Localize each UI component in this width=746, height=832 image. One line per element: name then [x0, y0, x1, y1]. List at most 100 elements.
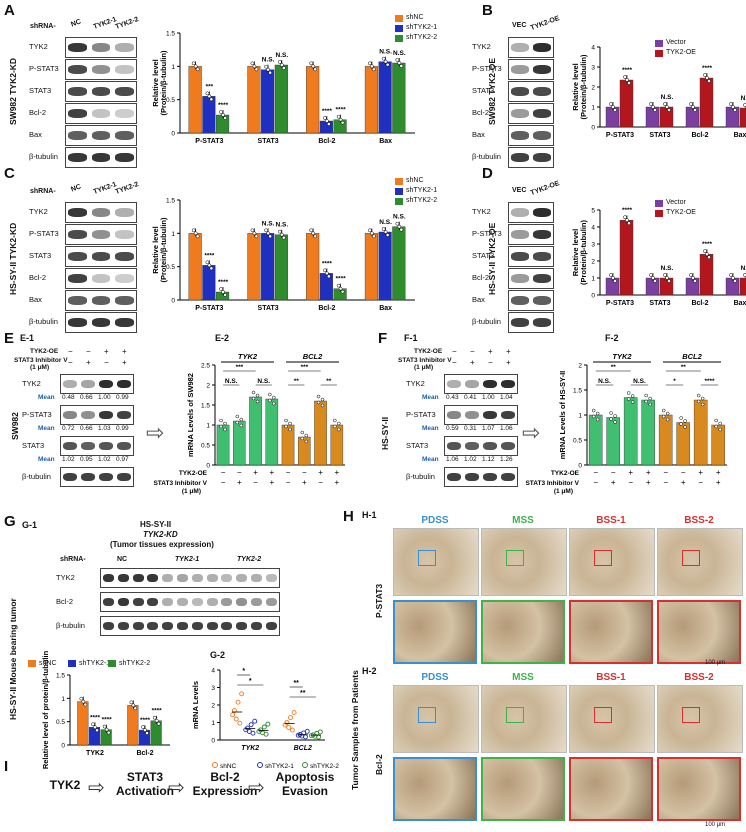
chart-b-dot [705, 76, 709, 80]
chart-d-xtick: Bax [734, 300, 746, 307]
h2-marker: Bcl-2 [374, 754, 384, 775]
chart-a-sig: **** [218, 102, 229, 109]
chart-c-ylabel2: (Protein/β-tubulin) [159, 217, 168, 282]
chart-a-dot [254, 67, 259, 72]
chart-g2-dot [289, 727, 295, 733]
i-step-3: Apoptosis Evasion [270, 770, 340, 798]
chart-f2-bar [676, 422, 690, 466]
blot-c-label-1: P-STAT3 [29, 229, 59, 238]
blot-f-treat2-conc: (1 μM) [414, 364, 434, 371]
chart-e2-sign2: − [286, 478, 291, 487]
g-title2: TYK2-KD [143, 530, 178, 539]
i-arrow-1: ⇨ [168, 777, 185, 799]
legend-b-label-0: Vector [666, 39, 686, 46]
chart-a-sig: **** [336, 107, 347, 114]
chart-f2-sign2: + [611, 478, 616, 487]
chart-g1-dot [93, 725, 97, 730]
chart-e2-sign2: − [253, 478, 258, 487]
blot-a-band [91, 87, 111, 96]
blot-b-band [533, 87, 551, 96]
chart-e2-dot [251, 396, 256, 401]
h2-roi-0 [418, 707, 436, 723]
blot-b-row-0 [508, 37, 554, 58]
chart-a-bar [392, 62, 406, 134]
chart-g2-legend-marker [257, 762, 263, 768]
legend-d-label-0: Vector [666, 199, 686, 206]
chart-f2-group-label: BCL2 [682, 352, 702, 361]
blot-f-band [501, 442, 515, 450]
blot-a-row-2 [65, 81, 137, 102]
blot-e-sign2-3: + [122, 358, 127, 367]
blot-b-row-5 [508, 147, 554, 168]
blot-d-band [511, 296, 529, 305]
chart-a-bar [216, 114, 230, 134]
blot-e-label-2: STAT3 [22, 441, 45, 450]
blot-e-mean-1-1: 0.66 [80, 425, 93, 432]
chart-e2-dot [219, 418, 223, 423]
chart-b-dot [665, 105, 669, 109]
chart-f2-dot [718, 421, 722, 426]
blot-b-label-5: β-tubulin [472, 152, 501, 161]
chart-g1: 0 0.5 1 1.5 Relative level of protein/β-tubu… [41, 650, 170, 769]
g-band [236, 598, 248, 606]
blot-f-mean-1-1: 0.31 [464, 425, 477, 432]
blot-e-mean-2-2: 1.02 [98, 456, 111, 463]
chart-e2-dot [239, 423, 244, 428]
chart-a-sig: *** [206, 83, 214, 90]
chart-e2-bar [297, 436, 311, 466]
blot-b-band [511, 153, 529, 162]
blot-a-row-5 [65, 147, 137, 168]
chart-g2-legend-label: shNC [220, 763, 237, 770]
chart-g1-ylabel: Relative level of protein/β-tubulin [41, 650, 50, 769]
chart-a-dot [264, 64, 268, 69]
blot-f-mean-0-0: 0.43 [446, 394, 459, 401]
chart-e2-treat1: TYK2-OE [179, 470, 208, 477]
chart-g2-dot [317, 729, 323, 735]
chart-f2-bar [606, 417, 620, 466]
blot-d-row-1 [508, 224, 554, 245]
chart-c-dot [264, 228, 268, 233]
chart-g1-sig: **** [102, 717, 113, 724]
blot-a-band [68, 131, 87, 140]
chart-f2-sig: N.S. [633, 378, 646, 385]
blot-c-label-2: STAT3 [29, 251, 52, 260]
chart-f2-dot [630, 394, 635, 398]
h2-roi-3 [682, 707, 700, 723]
h1-high-0 [393, 600, 477, 664]
chart-d-dot [609, 273, 613, 277]
chart-g2-dot [265, 721, 271, 727]
chart-f2-sign1: − [611, 468, 616, 477]
chart-b-dot [693, 108, 697, 112]
blot-a-label-1: P-STAT3 [29, 64, 59, 73]
g-band [221, 574, 233, 582]
g-blot-row-0 [100, 568, 280, 588]
blot-d-band [511, 274, 529, 283]
blot-f-sign2-0: − [452, 358, 457, 367]
chart-g2-legend-marker [302, 762, 308, 768]
chart-b-dot [703, 73, 707, 77]
chart-e2-dot [223, 427, 227, 432]
chart-f2-dot [696, 393, 701, 398]
chart-b-xtick: P-STAT3 [606, 132, 634, 139]
blot-f-band [465, 473, 479, 481]
blot-b-lane-1: TYK2-OE [529, 15, 561, 32]
blot-a-side: SW982 TYK2-KD [8, 57, 18, 125]
chart-e2-dot [239, 417, 244, 422]
chart-d-dot [705, 252, 709, 257]
h1-roi-2 [594, 550, 612, 566]
h-side: Tumor Samples from Patients [350, 670, 360, 790]
chart-f2-dot [700, 402, 705, 407]
chart-g1-dot [102, 724, 107, 729]
blot-f-sign2-1: + [470, 358, 475, 367]
h2-head-3: BSS-2 [684, 672, 714, 683]
blot-e-mean-0-3: 0.99 [116, 394, 129, 401]
chart-g1-ytick-label: 0 [61, 743, 65, 750]
chart-c-xtick: STAT3 [258, 305, 279, 312]
g-band [147, 574, 159, 582]
blot-a-band [115, 87, 134, 96]
chart-f2-treat2: STAT3 Inhibitor V [525, 480, 579, 487]
chart-a-sig: N.S. [393, 50, 406, 57]
blot-c-label-3: Bcl-2 [29, 273, 47, 282]
blot-a-band [115, 65, 134, 74]
blot-f-label-1: P-STAT3 [406, 410, 436, 419]
